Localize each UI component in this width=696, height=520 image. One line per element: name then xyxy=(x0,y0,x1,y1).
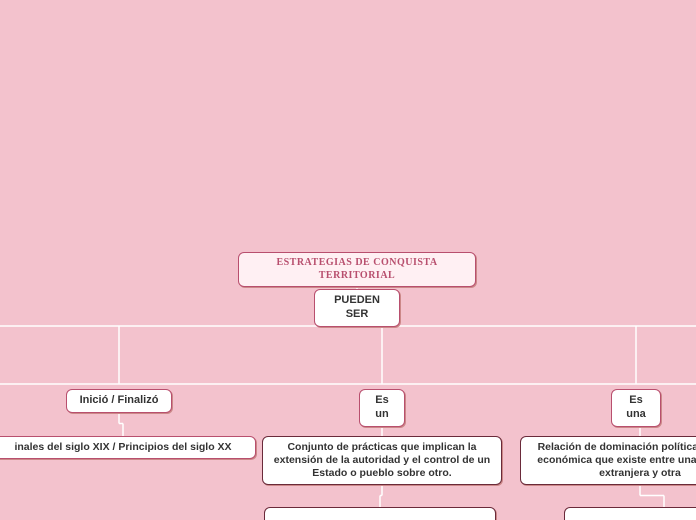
node-label: inales del siglo XIX / Principios del si… xyxy=(14,441,231,454)
node-inicio-finalizo[interactable]: Inició / Finalizó xyxy=(66,389,172,413)
node-label: Conjunto de prácticas que implican la ex… xyxy=(273,441,491,480)
node-label: Inició / Finalizó xyxy=(80,394,159,408)
node-label: Es un xyxy=(370,394,394,422)
node-pueden-ser[interactable]: PUEDEN SER xyxy=(314,289,400,327)
node-esto-pacifica[interactable]: Esto, de forma pacífica y con tratados xyxy=(264,507,496,520)
node-title[interactable]: ESTRATEGIAS DE CONQUISTA TERRITORIAL xyxy=(238,252,476,287)
node-label: Relación de dominación política, social … xyxy=(531,441,696,480)
node-es-una[interactable]: Es una xyxy=(611,389,661,427)
node-label: PUEDEN SER xyxy=(325,294,389,322)
node-es-un[interactable]: Es un xyxy=(359,389,405,427)
node-se-realizo[interactable]: Se realizó a la fuerza xyxy=(564,507,696,520)
node-finales-xix[interactable]: inales del siglo XIX / Principios del si… xyxy=(0,436,256,459)
node-title-label: ESTRATEGIAS DE CONQUISTA TERRITORIAL xyxy=(249,257,465,282)
node-label: Es una xyxy=(622,394,650,422)
node-conjunto[interactable]: Conjunto de prácticas que implican la ex… xyxy=(262,436,502,485)
node-relacion[interactable]: Relación de dominación política, social … xyxy=(520,436,696,485)
